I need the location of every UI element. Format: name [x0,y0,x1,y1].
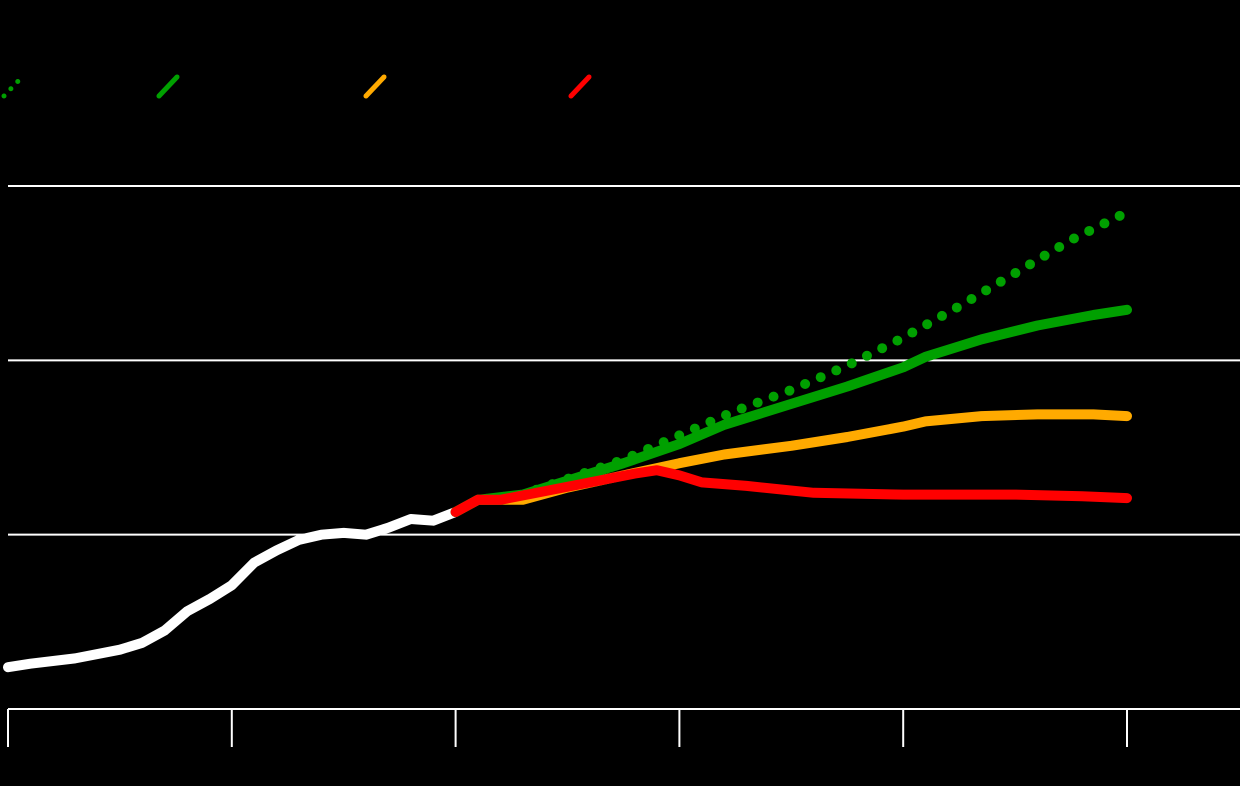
chart-legend [1,74,592,99]
legend-swatch-orange [363,74,387,99]
x-axis [7,708,1240,747]
chart-series [3,207,1132,673]
chart-gridlines [8,185,1240,536]
legend-swatch-red [568,74,592,99]
series-line-historical [3,507,461,673]
series-line-red [450,465,1132,517]
legend-swatch-green-dotted [1,74,25,99]
series-line-green-dotted [450,207,1132,517]
legend-swatch-green [156,74,180,99]
